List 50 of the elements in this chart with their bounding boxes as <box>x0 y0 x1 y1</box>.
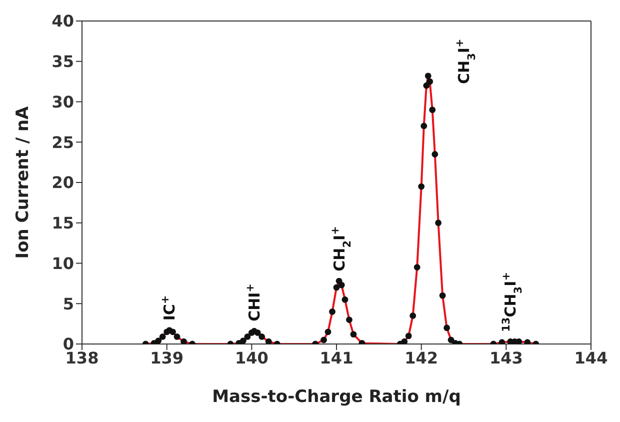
point <box>405 332 412 340</box>
point <box>401 338 408 344</box>
point <box>410 312 416 319</box>
x-tick-label: 141 <box>320 348 354 368</box>
y-tick-label: 10 <box>52 254 74 273</box>
y-tick-label: 35 <box>52 52 74 72</box>
point <box>516 338 522 344</box>
point <box>420 122 428 130</box>
point <box>439 292 446 299</box>
point <box>432 151 438 158</box>
point <box>435 220 442 226</box>
point <box>429 106 436 114</box>
point <box>265 338 272 344</box>
point <box>346 316 352 323</box>
point <box>418 183 425 190</box>
point <box>258 334 266 340</box>
point <box>324 328 332 336</box>
point <box>240 338 246 344</box>
x-axis-title: Mass-to-Charge Ratio m/q <box>212 387 461 407</box>
point <box>244 334 251 340</box>
point <box>524 339 531 344</box>
x-tick-label: 144 <box>574 348 608 368</box>
point <box>426 78 434 85</box>
y-tick-label: 30 <box>52 92 74 112</box>
point <box>338 282 345 288</box>
y-tick-label: 20 <box>52 173 74 192</box>
point <box>498 339 506 344</box>
point <box>174 334 180 340</box>
point <box>424 72 432 80</box>
point <box>159 334 166 340</box>
y-axis-title: Ion Current / nA <box>13 105 34 259</box>
point <box>180 338 187 344</box>
y-tick-label: 25 <box>52 132 74 152</box>
point <box>320 336 327 344</box>
x-tick-label: 143 <box>489 348 523 368</box>
point <box>254 329 261 336</box>
y-tick-label: 5 <box>62 294 74 314</box>
x-tick-label: 140 <box>234 348 268 368</box>
point <box>414 264 420 270</box>
y-tick-label: 40 <box>52 12 74 31</box>
point <box>350 331 357 338</box>
point <box>333 284 340 291</box>
point <box>342 296 348 303</box>
point <box>155 338 162 344</box>
point <box>444 324 450 332</box>
point <box>170 328 176 336</box>
point <box>329 308 336 315</box>
y-tick-label: 15 <box>52 214 74 233</box>
x-tick-label: 139 <box>150 348 184 368</box>
x-tick-label: 142 <box>404 348 438 368</box>
